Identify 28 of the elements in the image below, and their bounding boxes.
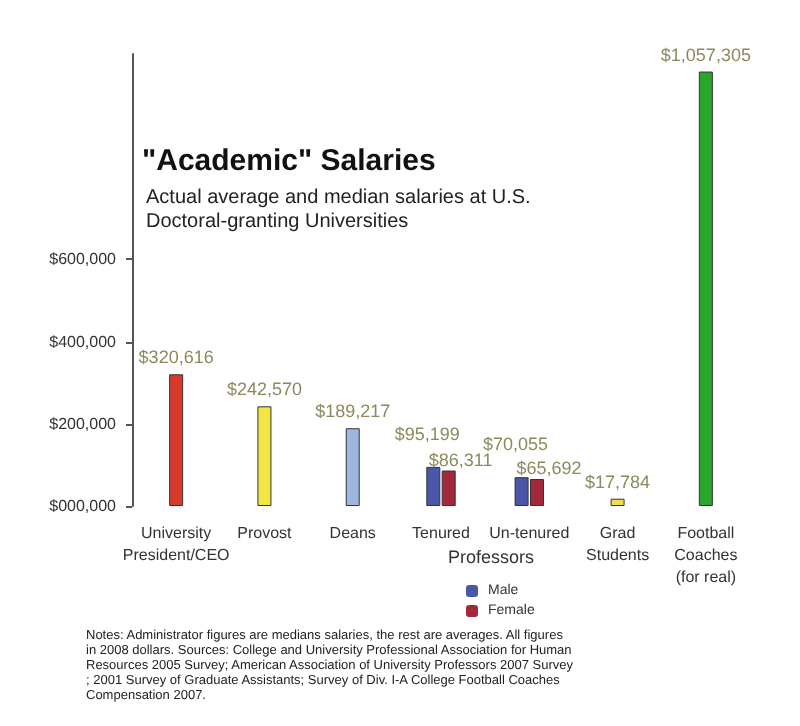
- y-tick-label: $000,000: [49, 497, 118, 515]
- x-tick-label: Un-tenured: [489, 524, 570, 542]
- x-tick-label: University President/CEO: [122, 524, 230, 564]
- bar: [698, 71, 713, 506]
- text: Actual average and median salaries at U.S. Doctoral-granting Universities: [146, 187, 531, 233]
- data-label: $242,570: [226, 379, 302, 400]
- data-label: $189,217: [315, 401, 391, 422]
- y-tick-label: $600,000: [49, 250, 118, 269]
- data-label: $65,692: [516, 458, 582, 479]
- bar: [169, 374, 184, 506]
- data-label: $86,311: [428, 449, 493, 470]
- x-tick-label: Deans: [329, 524, 376, 542]
- data-label: $70,055: [483, 434, 549, 455]
- data-label: $320,616: [138, 347, 214, 368]
- bar: [610, 498, 625, 506]
- x-tick-label: Tenured: [412, 524, 470, 542]
- data-label: $95,199: [394, 423, 460, 444]
- data-label: $17,784: [585, 471, 651, 492]
- x-tick-label: Grad Students: [585, 524, 650, 564]
- x-tick-label: Football Coaches (for real): [674, 524, 738, 586]
- text: Professors: [448, 547, 536, 567]
- text: "Academic" Salaries: [142, 144, 436, 178]
- data-label: $1,057,305: [660, 44, 751, 65]
- y-tick-label: $200,000: [49, 414, 118, 433]
- y-tick-label: $400,000: [49, 332, 118, 351]
- x-tick-label: Provost: [237, 524, 294, 542]
- bar: [257, 406, 272, 506]
- bar: [345, 428, 360, 506]
